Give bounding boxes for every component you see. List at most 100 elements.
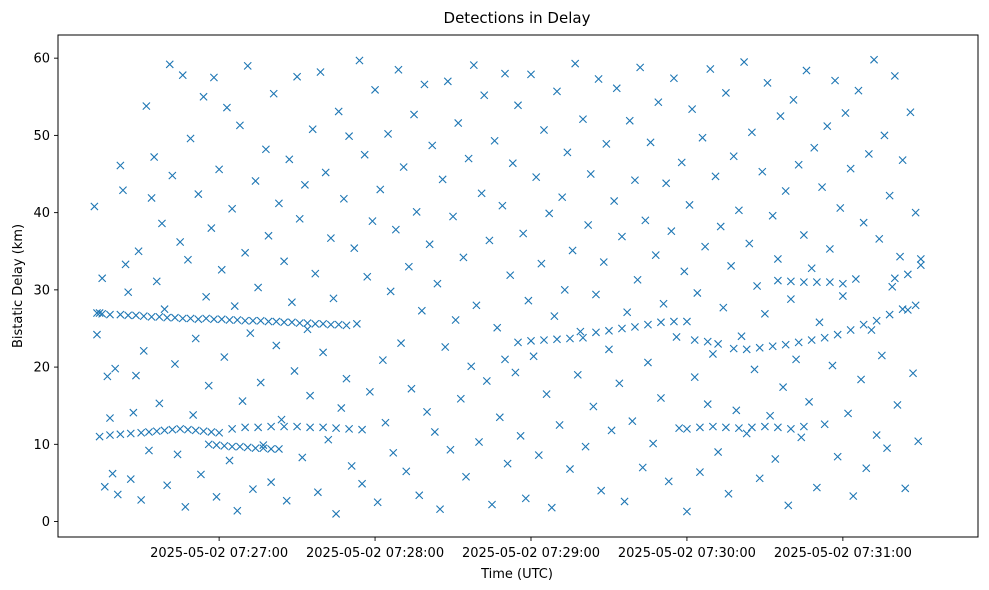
- data-point: [277, 415, 286, 424]
- data-point: [199, 427, 208, 436]
- data-point: [742, 345, 751, 354]
- data-point: [703, 337, 712, 346]
- data-point: [430, 427, 439, 436]
- data-point: [347, 461, 356, 470]
- data-point: [591, 328, 600, 337]
- x-tick-label: 2025-05-02 07:28:00: [306, 546, 444, 561]
- data-point: [493, 323, 502, 332]
- data-point: [695, 423, 704, 432]
- data-point: [846, 164, 855, 173]
- data-point: [875, 234, 884, 243]
- data-point: [176, 424, 185, 433]
- data-point: [144, 446, 153, 455]
- data-point: [786, 295, 795, 304]
- data-point: [339, 194, 348, 203]
- data-point: [607, 426, 616, 435]
- data-point: [773, 254, 782, 263]
- data-point: [555, 421, 564, 430]
- data-point: [823, 122, 832, 131]
- data-point: [228, 204, 237, 213]
- data-point: [111, 364, 120, 373]
- data-point: [207, 224, 216, 233]
- data-point: [324, 435, 333, 444]
- data-point: [760, 422, 769, 431]
- data-point: [646, 138, 655, 147]
- data-point: [365, 387, 374, 396]
- data-point: [571, 59, 580, 68]
- data-point: [589, 402, 598, 411]
- data-point: [768, 211, 777, 220]
- data-point: [342, 321, 351, 330]
- data-point: [888, 282, 897, 291]
- data-point: [399, 163, 408, 172]
- data-point: [711, 172, 720, 181]
- data-point: [264, 231, 273, 240]
- data-point: [105, 414, 114, 423]
- data-point: [137, 428, 146, 437]
- data-point: [121, 260, 130, 269]
- data-point: [186, 314, 195, 323]
- data-point: [155, 399, 164, 408]
- data-point: [108, 469, 117, 478]
- data-point: [191, 426, 200, 435]
- data-point: [514, 338, 522, 347]
- data-point: [724, 489, 733, 498]
- x-tick-label: 2025-05-02 07:27:00: [150, 546, 288, 561]
- data-point: [630, 176, 639, 185]
- data-point: [204, 381, 213, 390]
- data-point: [617, 324, 626, 333]
- data-point: [656, 393, 665, 402]
- data-point: [256, 378, 265, 387]
- data-point: [345, 424, 354, 433]
- data-point: [740, 58, 749, 67]
- data-point: [838, 279, 847, 288]
- data-point: [690, 373, 699, 382]
- data-point: [656, 318, 665, 327]
- data-point: [506, 271, 515, 280]
- data-point: [563, 148, 572, 157]
- data-point: [378, 356, 387, 365]
- data-point: [168, 425, 177, 434]
- data-point: [859, 218, 868, 227]
- data-point: [916, 261, 925, 270]
- data-point: [846, 326, 855, 335]
- data-point: [124, 288, 133, 297]
- data-point: [241, 248, 250, 257]
- data-point: [142, 102, 151, 111]
- plot-frame: [57, 34, 979, 538]
- data-point: [295, 214, 304, 223]
- data-point: [217, 315, 226, 324]
- data-point: [98, 274, 107, 283]
- data-point: [332, 509, 341, 518]
- data-point: [441, 343, 450, 352]
- x-tick-label: 2025-05-02 07:31:00: [774, 546, 912, 561]
- data-point: [708, 349, 717, 358]
- data-point: [890, 71, 899, 80]
- data-point: [677, 158, 686, 167]
- data-point: [285, 155, 294, 164]
- x-axis-label: Time (UTC): [480, 567, 553, 582]
- data-point: [911, 301, 920, 310]
- data-point: [784, 501, 793, 510]
- data-point: [573, 370, 582, 379]
- data-point: [126, 475, 135, 484]
- data-point: [319, 423, 328, 432]
- y-tick-label: 20: [33, 361, 50, 376]
- data-point: [628, 417, 637, 426]
- data-point: [420, 80, 429, 89]
- data-point: [467, 362, 476, 371]
- data-point: [280, 257, 289, 266]
- data-point: [729, 344, 738, 353]
- data-point: [901, 484, 910, 493]
- data-point: [176, 237, 185, 246]
- data-point: [698, 133, 707, 142]
- data-point: [786, 424, 795, 433]
- data-point: [773, 423, 782, 432]
- data-point: [196, 470, 205, 479]
- data-point: [251, 444, 260, 453]
- data-point: [766, 411, 775, 420]
- x-tick-label: 2025-05-02 07:29:00: [462, 546, 600, 561]
- data-point: [152, 277, 161, 286]
- data-point: [760, 309, 769, 318]
- data-point: [144, 427, 153, 436]
